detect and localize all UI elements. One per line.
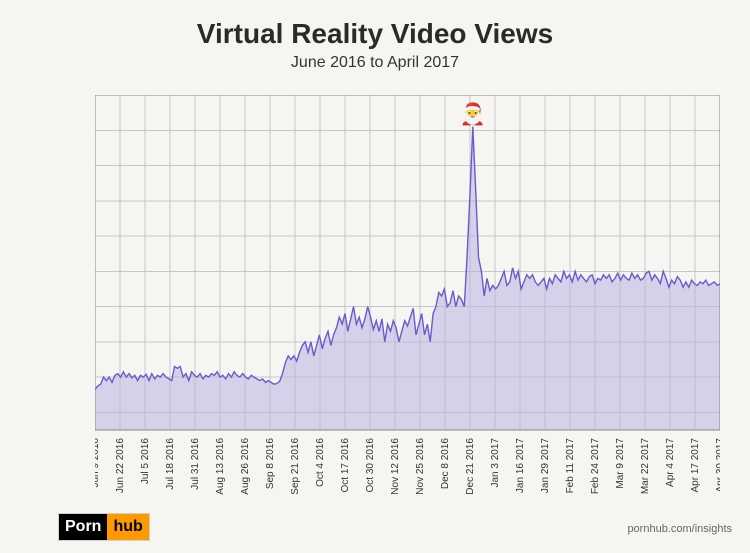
- svg-text:Mar 9 2017: Mar 9 2017: [615, 438, 626, 489]
- svg-text:Oct 17 2016: Oct 17 2016: [340, 438, 351, 493]
- svg-text:Jan 29 2017: Jan 29 2017: [540, 438, 551, 493]
- svg-text:Dec 8 2016: Dec 8 2016: [440, 438, 451, 490]
- svg-text:Feb 24 2017: Feb 24 2017: [590, 438, 601, 495]
- chart-area: 100,000200,000300,000400,000500,000600,0…: [95, 95, 720, 435]
- svg-text:Jul 18 2016: Jul 18 2016: [165, 438, 176, 490]
- logo-part-2: hub: [107, 514, 148, 540]
- logo-part-1: Porn: [59, 514, 107, 540]
- svg-text:Apr 30 2017: Apr 30 2017: [715, 438, 720, 493]
- svg-text:Oct 4 2016: Oct 4 2016: [315, 438, 326, 487]
- svg-text:Aug 26 2016: Aug 26 2016: [240, 438, 251, 495]
- chart-title: Virtual Reality Video Views: [0, 0, 750, 50]
- svg-text:Mar 22 2017: Mar 22 2017: [640, 438, 651, 495]
- svg-text:Apr 17 2017: Apr 17 2017: [690, 438, 701, 493]
- svg-text:Jan 16 2017: Jan 16 2017: [515, 438, 526, 493]
- svg-text:Jun 22 2016: Jun 22 2016: [115, 438, 126, 493]
- svg-text:Feb 11 2017: Feb 11 2017: [565, 438, 576, 494]
- svg-text:Jul 31 2016: Jul 31 2016: [190, 438, 201, 490]
- svg-text:Apr 4 2017: Apr 4 2017: [665, 438, 676, 487]
- credit-text: pornhub.com/insights: [627, 523, 732, 535]
- svg-text:Sep 21 2016: Sep 21 2016: [290, 438, 301, 495]
- line-chart-svg: 100,000200,000300,000400,000500,000600,0…: [95, 95, 720, 500]
- svg-text:Aug 13 2016: Aug 13 2016: [215, 438, 226, 495]
- svg-text:Jul 5 2016: Jul 5 2016: [140, 438, 151, 485]
- santa-icon: 🎅: [460, 104, 486, 125]
- svg-text:Nov 25 2016: Nov 25 2016: [415, 438, 426, 495]
- chart-card: Virtual Reality Video Views June 2016 to…: [0, 0, 750, 553]
- svg-text:Nov 12 2016: Nov 12 2016: [390, 438, 401, 495]
- svg-text:Oct 30 2016: Oct 30 2016: [365, 438, 376, 493]
- svg-text:Jan 3 2017: Jan 3 2017: [490, 438, 501, 488]
- svg-text:Jun 9 2016: Jun 9 2016: [95, 438, 101, 488]
- svg-text:Sep 8 2016: Sep 8 2016: [265, 438, 276, 490]
- chart-subtitle: June 2016 to April 2017: [0, 50, 750, 72]
- svg-text:Dec 21 2016: Dec 21 2016: [465, 438, 476, 495]
- brand-logo: Porn hub: [58, 513, 150, 541]
